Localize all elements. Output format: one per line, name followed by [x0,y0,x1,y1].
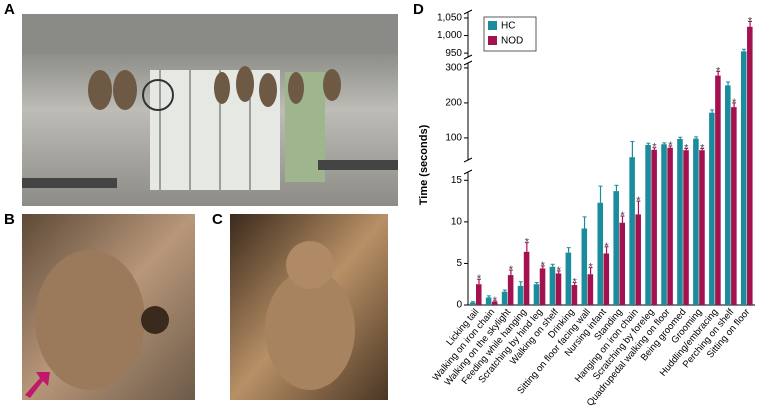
significance-mark: * [732,97,737,109]
y-tick-label: 0 [456,300,462,311]
bar [699,150,705,305]
photo-a [22,14,398,206]
y-tick-label: 15 [451,175,463,186]
bar [565,252,572,305]
bar [597,202,604,305]
bar [709,112,715,305]
bar [747,26,753,305]
significance-mark: * [541,260,546,272]
bar [693,138,699,305]
photo-c [230,214,388,400]
panel-label: A [4,1,15,18]
y-tick-label: 1,050 [437,13,462,24]
axis-break [463,9,473,15]
legend-label: HC [501,21,515,32]
significance-mark: * [620,210,625,222]
axis-break [463,157,473,163]
bar [667,147,673,305]
significance-mark: * [493,295,498,307]
bar [581,228,588,305]
significance-mark: * [700,142,705,154]
bar [613,191,619,305]
significance-mark: * [668,140,673,152]
y-tick-label: 1,000 [437,30,462,41]
bar [725,85,731,305]
significance-mark: * [557,265,562,277]
significance-mark: * [716,65,721,77]
bar [629,157,635,305]
legend-swatch [488,36,497,45]
significance-mark: * [588,262,593,274]
significance-mark: * [684,142,689,154]
legend-label: NOD [501,36,523,47]
bar [469,302,476,305]
panel-label: D [413,1,424,18]
bar [491,301,498,305]
axis-break [463,169,473,175]
y-tick-label: 300 [445,63,462,74]
significance-mark: * [652,142,657,154]
bar [603,253,610,305]
bar [661,144,667,305]
bar [523,251,530,305]
bar [635,214,641,305]
y-tick-label: 10 [451,217,463,228]
bar [555,273,562,305]
significance-mark: * [748,15,753,27]
significance-mark: * [477,273,482,285]
axis-break [463,54,473,60]
bar [485,297,492,305]
bar [651,149,657,305]
bar [645,144,651,305]
bar [517,285,524,305]
y-tick-label: 200 [445,98,462,109]
bar [619,222,626,305]
bar [507,275,514,305]
y-tick-label: 5 [456,258,462,269]
bar [533,284,540,305]
bar [549,266,556,305]
photo-b [22,214,195,400]
bar [731,107,737,305]
bar [715,75,721,305]
axis-break [463,60,473,66]
bar [571,285,578,305]
bar [501,291,508,305]
bar [677,138,683,305]
y-axis-label: Time (seconds) [418,124,430,205]
bar [475,284,482,305]
significance-mark: * [525,237,530,249]
bar [539,268,546,305]
panel-label: B [4,211,15,228]
significance-mark: * [636,195,641,207]
significance-mark: * [604,241,609,253]
significance-mark: * [573,277,578,289]
legend-swatch [488,21,497,30]
bar [740,51,747,305]
significance-mark: * [509,264,514,276]
bar [683,150,689,305]
bar [587,274,594,305]
y-tick-label: 950 [445,48,462,59]
panel-label: C [212,211,223,228]
y-tick-label: 100 [445,133,462,144]
